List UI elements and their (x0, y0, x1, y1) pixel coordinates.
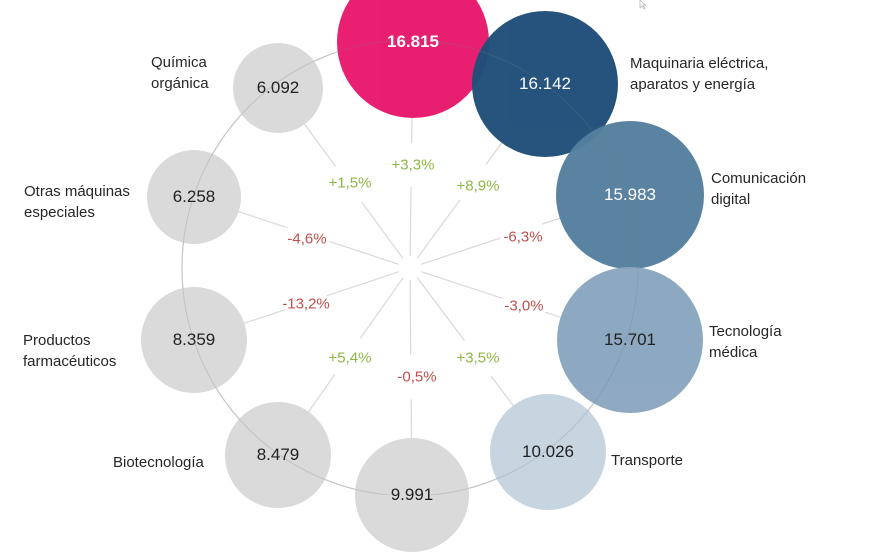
bubble-0: 16.815 (337, 0, 489, 118)
change-label: -13,2% (282, 295, 330, 313)
change-label: -6,3% (503, 228, 543, 246)
change-label: +3,3% (391, 156, 435, 174)
bubble-value: 6.092 (256, 78, 300, 97)
bubble-3: 15.701 (557, 267, 703, 413)
bubble-chart: 16.815 16.142 15.983 15.701 10.026 9.991 8.479… (23, 0, 807, 552)
mouse-cursor-icon (639, 0, 647, 10)
category-label: Transporte (611, 452, 683, 469)
category-label: Maquinaria eléctrica, aparatos y energía (630, 55, 769, 93)
bubble-value: 9.991 (390, 485, 434, 504)
change-label: +5,4% (328, 349, 372, 367)
bubble-6: 8.479 (225, 402, 331, 508)
bubble-9: 6.092 (233, 43, 323, 133)
change-label: +1,5% (328, 174, 372, 192)
bubble-value: 10.026 (522, 442, 574, 461)
change-label: +3,5% (456, 349, 500, 367)
change-label: -3,0% (504, 297, 544, 315)
category-label: Biotecnología (113, 454, 204, 471)
category-label: Productos farmacéuticos (23, 332, 117, 370)
category-label: Otras máquinas especiales (24, 183, 130, 221)
bubble-5: 9.991 (355, 438, 469, 552)
change-label: +8,9% (456, 177, 500, 195)
category-label: Tecnología médica (709, 323, 782, 361)
bubble-value: 16.815 (387, 32, 439, 51)
change-label: -4,6% (287, 230, 327, 248)
bubble-value: 15.701 (604, 330, 656, 349)
bubble-value: 15.983 (604, 185, 656, 204)
bubble-value: 16.142 (519, 74, 571, 93)
bubble-8: 6.258 (147, 150, 241, 244)
bubble-4: 10.026 (490, 394, 606, 510)
bubble-value: 8.359 (172, 330, 216, 349)
bubble-7: 8.359 (141, 287, 247, 393)
bubble-value: 8.479 (256, 445, 300, 464)
category-label: Química orgánica (151, 54, 209, 92)
change-label: -0,5% (397, 368, 437, 386)
category-label: Comunicación digital (711, 170, 807, 208)
bubble-2: 15.983 (556, 121, 704, 269)
bubble-value: 6.258 (172, 187, 216, 206)
